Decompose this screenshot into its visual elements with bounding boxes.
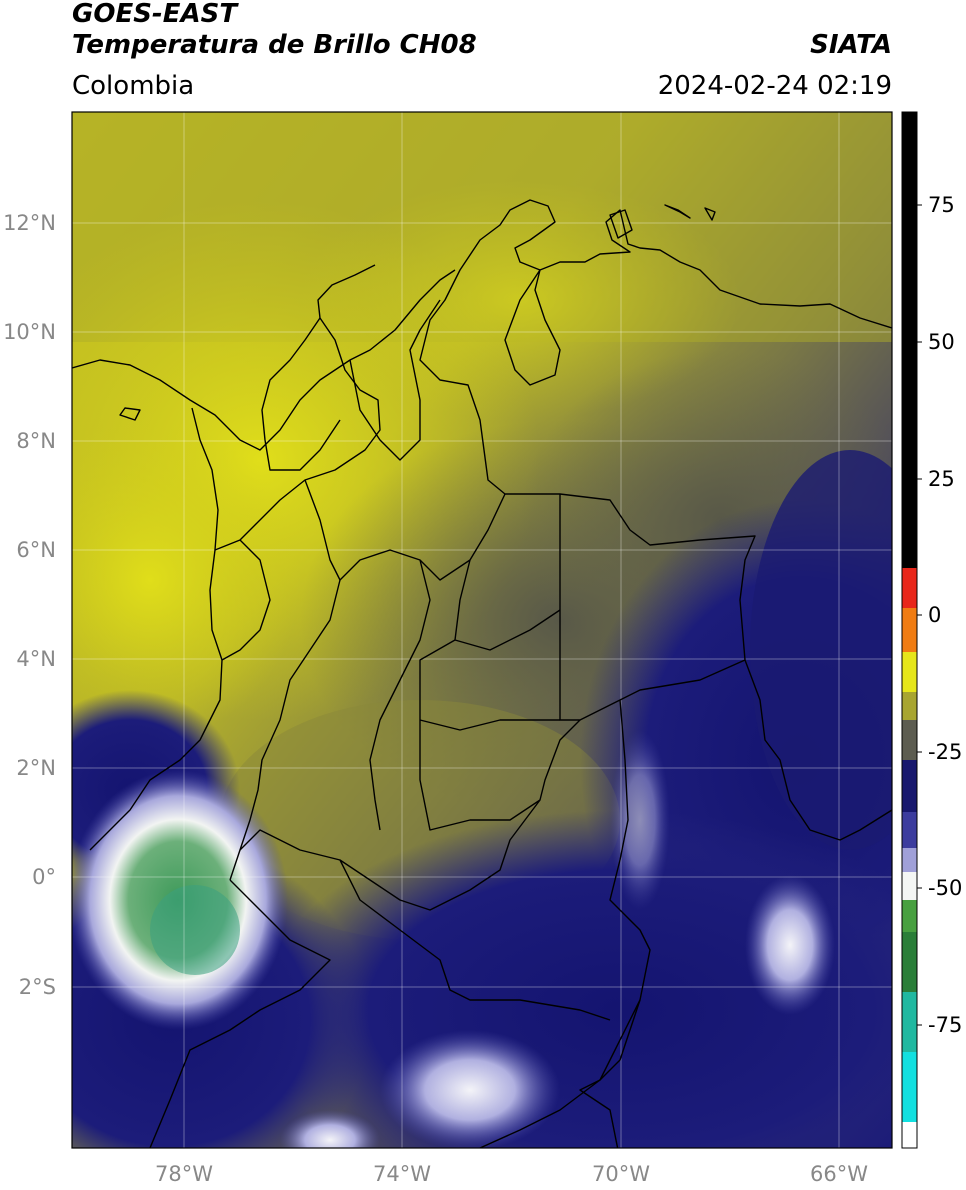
boundaries [72,199,892,1148]
island-3 [664,204,691,219]
colorbar-tick-label: 75 [928,193,955,217]
colorbar-segment-teal [902,992,917,1052]
lat-label: 8°N [16,429,56,453]
brightness-temperature-field [72,112,892,1148]
latitude-labels: 12°N 10°N 8°N 6°N 4°N 2°N 0° 2°S [3,211,56,999]
colorbar-segment-green [902,900,917,932]
colorbar-segment-yellow [902,652,917,692]
colorbar-segment-undefined [902,1122,917,1148]
colorbar-segment-cyan [902,1052,917,1122]
dept-border-8 [559,494,746,721]
lake-maracaibo [504,269,561,386]
colorbar: 75 50 25 0 -25 -50 -75 [901,111,962,1149]
dept-border-12 [349,299,441,461]
colorbar-tick-label: 0 [928,603,941,627]
island-1 [119,407,141,421]
colorbar-segment-darkgreen [902,932,917,992]
lat-label: 4°N [16,647,56,671]
island-2 [609,209,633,239]
colorbar-segment-navy [902,760,917,812]
colorbar-segment-gray [902,720,917,760]
border-brazil [579,699,651,1148]
brand-label: SIATA [810,30,892,60]
dept-border-11 [261,317,341,471]
dept-border-7 [419,639,541,831]
colorbar-tick-label: -25 [928,740,962,764]
colorbar-segment-orange [902,608,917,652]
colorbar-segment-black [902,112,917,568]
lat-label: 0° [32,865,56,889]
coastline-caribbean [72,269,456,451]
border-south [479,999,641,1148]
lat-label: 12°N [3,211,56,235]
coastline-north [419,199,892,841]
island-4 [704,207,716,221]
lat-label: 10°N [3,320,56,344]
colorbar-segment-red [902,568,917,608]
map-frame [71,111,893,1149]
colorbar-segment-white [902,872,917,900]
product-title: Temperatura de Brillo CH08 [72,30,477,60]
longitude-labels: 78°W 74°W 70°W 66°W [155,1162,868,1186]
region-label: Colombia [72,71,195,101]
lat-label: 6°N [16,538,56,562]
colorbar-segment-blue [902,812,917,848]
datetime-label: 2024-02-24 02:19 [657,71,892,101]
dept-border-5 [369,559,431,831]
dept-border-4 [239,579,341,851]
colorbar-segment-lavender [902,848,917,872]
lon-label: 74°W [373,1162,431,1186]
lon-label: 78°W [155,1162,213,1186]
dept-border-9 [419,719,560,731]
lon-label: 70°W [592,1162,650,1186]
border-peru [339,859,611,1021]
colorbar-tick-label: -50 [928,876,962,900]
graticule [72,112,892,1148]
dept-border-6 [454,559,561,651]
colorbar-tick-label: -75 [928,1013,962,1037]
colorbar-tick-label: 25 [928,467,955,491]
dept-border-10 [229,719,581,911]
dept-border-1 [214,264,381,551]
colorbar-segment-olive [902,692,917,720]
colorbar-frame [901,111,918,1149]
lon-label: 66°W [810,1162,868,1186]
lat-label: 2°S [19,975,56,999]
dept-border-3 [304,479,506,581]
dept-border-2 [221,539,271,661]
border-ecuador-peru [149,879,331,1148]
colorbar-tick-label: 50 [928,330,955,354]
satellite-title: GOES-EAST [72,0,238,29]
lat-label: 2°N [16,756,56,780]
